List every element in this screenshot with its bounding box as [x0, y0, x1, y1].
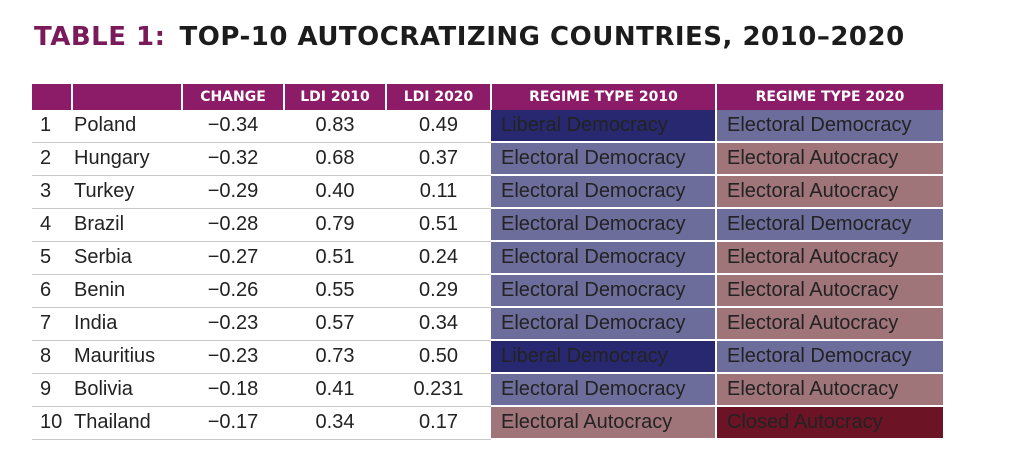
rank-cell: 7 [32, 307, 72, 341]
regime-2010-cell: Liberal Democracy [491, 340, 717, 374]
change-cell: −0.23 [182, 307, 284, 341]
country-cell: Thailand [72, 406, 182, 440]
ldi-2020-cell: 0.34 [386, 307, 491, 341]
country-cell: Bolivia [72, 373, 182, 407]
header-change: CHANGE [182, 84, 285, 110]
autocratizing-countries-table: CHANGE LDI 2010 LDI 2020 REGIME TYPE 201… [32, 84, 943, 440]
ldi-2010-cell: 0.40 [284, 175, 386, 209]
change-cell: −0.28 [182, 208, 284, 242]
table-row: 10 Thailand −0.17 0.34 0.17 Electoral Autocra… [32, 406, 943, 440]
regime-2020-cell: Electoral Autocracy [716, 142, 943, 176]
ldi-2010-cell: 0.73 [284, 340, 386, 374]
ldi-2010-cell: 0.34 [284, 406, 386, 440]
regime-2020-cell: Electoral Democracy [716, 208, 943, 242]
ldi-2020-cell: 0.29 [386, 274, 491, 308]
regime-2010-cell: Electoral Democracy [491, 373, 717, 407]
change-cell: −0.23 [182, 340, 284, 374]
change-cell: −0.26 [182, 274, 284, 308]
regime-2020-cell: Electoral Autocracy [716, 373, 943, 407]
change-cell: −0.29 [182, 175, 284, 209]
rank-cell: 3 [32, 175, 72, 209]
rank-cell: 10 [32, 406, 72, 440]
table-row: 8 Mauritius −0.23 0.73 0.50 Liberal Democracy… [32, 340, 943, 374]
ldi-2020-cell: 0.11 [386, 175, 491, 209]
rank-cell: 8 [32, 340, 72, 374]
regime-2010-cell: Electoral Democracy [491, 241, 717, 275]
table-row: 2 Hungary −0.32 0.68 0.37 Electoral Democracy… [32, 142, 943, 176]
table-row: 3 Turkey −0.29 0.40 0.11 Electoral Democracy E… [32, 175, 943, 209]
regime-2010-cell: Liberal Democracy [491, 110, 717, 143]
ldi-2020-cell: 0.49 [386, 110, 491, 143]
change-cell: −0.34 [182, 110, 284, 143]
regime-2020-cell: Electoral Autocracy [716, 241, 943, 275]
header-regime-2020: REGIME TYPE 2020 [716, 84, 943, 110]
ldi-2010-cell: 0.79 [284, 208, 386, 242]
country-cell: Poland [72, 110, 182, 143]
change-cell: −0.32 [182, 142, 284, 176]
ldi-2010-cell: 0.83 [284, 110, 386, 143]
ldi-2020-cell: 0.24 [386, 241, 491, 275]
regime-2020-cell: Closed Autocracy [716, 406, 943, 440]
rank-cell: 6 [32, 274, 72, 308]
country-cell: Brazil [72, 208, 182, 242]
ldi-2020-cell: 0.37 [386, 142, 491, 176]
ldi-2010-cell: 0.55 [284, 274, 386, 308]
table-title: TABLE 1: TOP-10 AUTOCRATIZING COUNTRIES, … [34, 22, 905, 52]
regime-2020-cell: Electoral Democracy [716, 110, 943, 143]
table-row: 1 Poland −0.34 0.83 0.49 Liberal Democracy Ele… [32, 110, 943, 143]
regime-2010-cell: Electoral Autocracy [491, 406, 717, 440]
regime-2020-cell: Electoral Democracy [716, 340, 943, 374]
ldi-2010-cell: 0.57 [284, 307, 386, 341]
change-cell: −0.18 [182, 373, 284, 407]
change-cell: −0.17 [182, 406, 284, 440]
header-rank [32, 84, 73, 110]
ldi-2010-cell: 0.68 [284, 142, 386, 176]
rank-cell: 2 [32, 142, 72, 176]
change-cell: −0.27 [182, 241, 284, 275]
table-number: TABLE 1: [34, 22, 166, 52]
ldi-2020-cell: 0.51 [386, 208, 491, 242]
table-row: 7 India −0.23 0.57 0.34 Electoral Democracy El… [32, 307, 943, 341]
regime-2010-cell: Electoral Democracy [491, 208, 717, 242]
regime-2020-cell: Electoral Autocracy [716, 175, 943, 209]
regime-2010-cell: Electoral Democracy [491, 274, 717, 308]
regime-2010-cell: Electoral Democracy [491, 142, 717, 176]
ldi-2020-cell: 0.231 [386, 373, 491, 407]
ldi-2010-cell: 0.51 [284, 241, 386, 275]
rank-cell: 1 [32, 110, 72, 143]
rank-cell: 5 [32, 241, 72, 275]
table-row: 5 Serbia −0.27 0.51 0.24 Electoral Democracy E… [32, 241, 943, 275]
ldi-2020-cell: 0.50 [386, 340, 491, 374]
country-cell: Hungary [72, 142, 182, 176]
country-cell: India [72, 307, 182, 341]
rank-cell: 9 [32, 373, 72, 407]
header-ldi-2020: LDI 2020 [386, 84, 492, 110]
header-country [72, 84, 183, 110]
table-title-text: TOP-10 AUTOCRATIZING COUNTRIES, 2010–202… [179, 22, 905, 52]
regime-2010-cell: Electoral Democracy [491, 307, 717, 341]
ldi-2020-cell: 0.17 [386, 406, 491, 440]
table-header-row: CHANGE LDI 2010 LDI 2020 REGIME TYPE 201… [32, 84, 943, 110]
country-cell: Benin [72, 274, 182, 308]
header-regime-2010: REGIME TYPE 2010 [491, 84, 717, 110]
country-cell: Serbia [72, 241, 182, 275]
table-row: 9 Bolivia −0.18 0.41 0.231 Electoral Democrac… [32, 373, 943, 407]
table-row: 6 Benin −0.26 0.55 0.29 Electoral Democracy El… [32, 274, 943, 308]
ldi-2010-cell: 0.41 [284, 373, 386, 407]
regime-2020-cell: Electoral Autocracy [716, 274, 943, 308]
regime-2020-cell: Electoral Autocracy [716, 307, 943, 341]
header-ldi-2010: LDI 2010 [284, 84, 387, 110]
rank-cell: 4 [32, 208, 72, 242]
regime-2010-cell: Electoral Democracy [491, 175, 717, 209]
country-cell: Turkey [72, 175, 182, 209]
table-row: 4 Brazil −0.28 0.79 0.51 Electoral Democracy E… [32, 208, 943, 242]
country-cell: Mauritius [72, 340, 182, 374]
